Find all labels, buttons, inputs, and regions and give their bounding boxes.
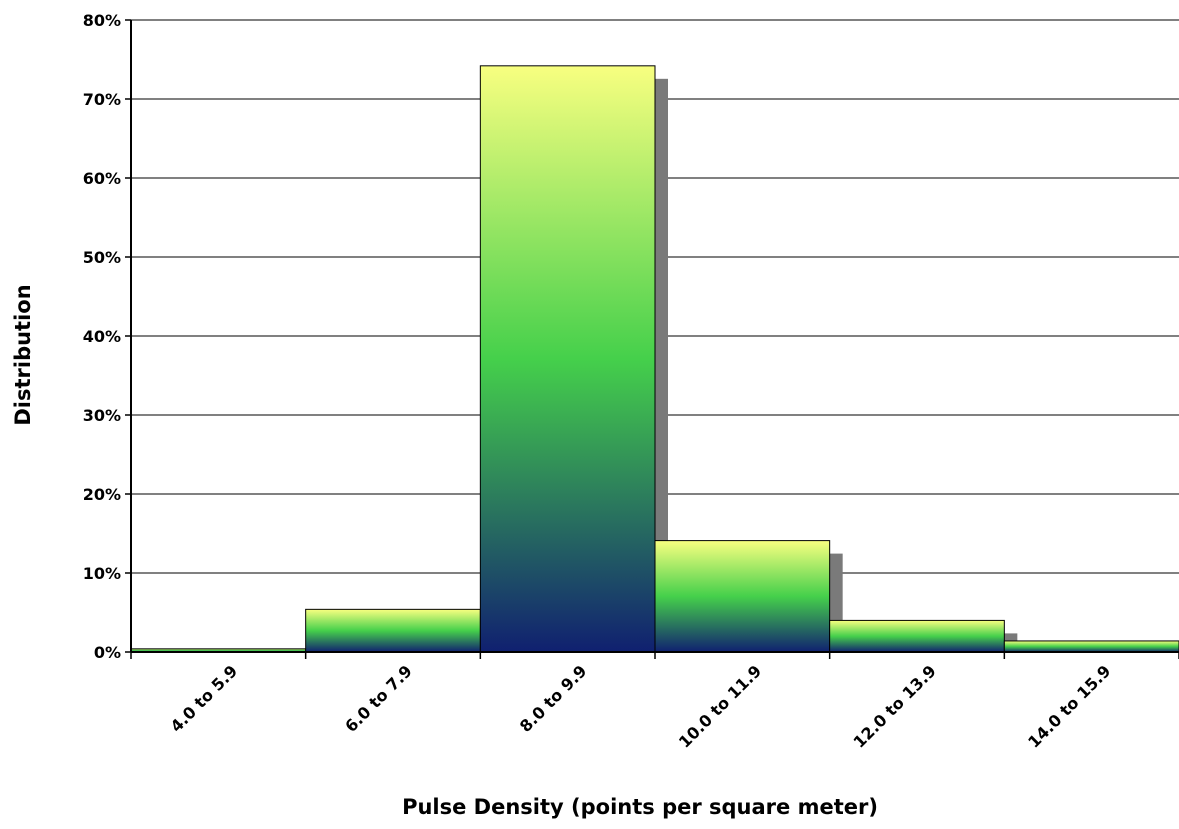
bar-5 — [1003, 640, 1179, 653]
y-tick-label-3: 30% — [83, 406, 121, 425]
y-tick-label-7: 70% — [83, 90, 121, 109]
bar-1 — [305, 608, 481, 653]
y-tick-labels: 0% 10% 20% 30% 40% 50% 60% 70% 80% — [83, 11, 121, 662]
x-tick-label-2: 8.0 to 9.9 — [516, 661, 591, 736]
x-tick-label-3: 10.0 to 11.9 — [675, 661, 765, 751]
x-tick-label-0: 4.0 to 5.9 — [167, 661, 242, 736]
bar-4 — [829, 619, 1005, 653]
y-tick-label-6: 60% — [83, 169, 121, 188]
x-tick-labels: 4.0 to 5.9 6.0 to 7.9 8.0 to 9.9 10.0 to 11… — [167, 661, 1115, 751]
y-tick-label-1: 10% — [83, 564, 121, 583]
x-tick-label-5: 14.0 to 15.9 — [1024, 661, 1114, 751]
y-tick-label-4: 40% — [83, 327, 121, 346]
y-tick-label-5: 50% — [83, 248, 121, 267]
y-tick-label-0: 0% — [94, 643, 121, 662]
y-axis-label: Distribution — [11, 284, 35, 425]
bar-layer — [130, 65, 1179, 653]
bar-2 — [479, 65, 656, 653]
x-tick-label-4: 12.0 to 13.9 — [850, 661, 940, 751]
bar-3 — [654, 540, 831, 653]
bar-shadow-2 — [655, 78, 668, 652]
y-tick-label-8: 80% — [83, 11, 121, 30]
axis-layer — [125, 19, 1179, 659]
y-tick-label-2: 20% — [83, 485, 121, 504]
x-axis-label: Pulse Density (points per square meter) — [402, 795, 878, 819]
x-tick-label-1: 6.0 to 7.9 — [341, 661, 416, 736]
